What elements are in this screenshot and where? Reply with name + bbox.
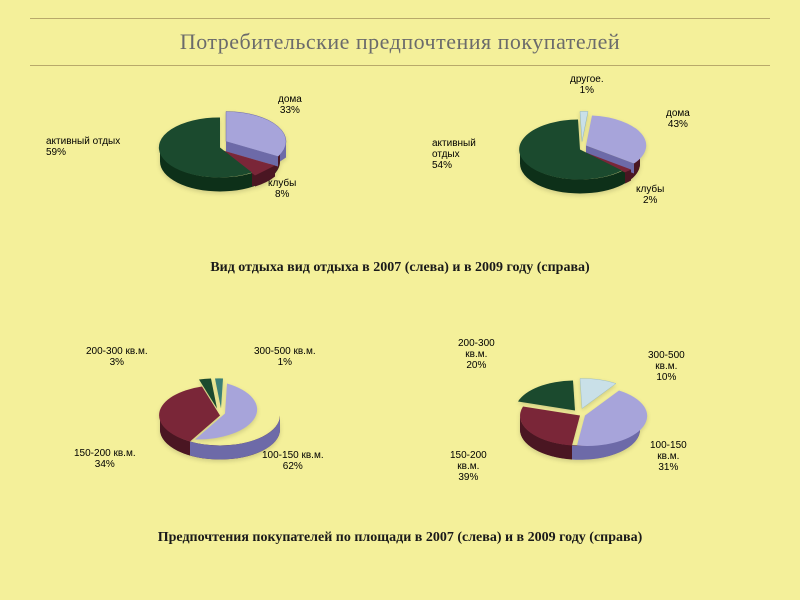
- charts-row-2: 200-300 кв.м.3% 300-500 кв.м.1% 100-150 …: [40, 340, 760, 500]
- chart-leisure-2007: дома33% клубы8% активный отдых59%: [50, 80, 390, 230]
- lbl-d-200-300: 200-300кв.м.20%: [458, 338, 495, 371]
- title-bar: Потребительские предпочтения покупателей: [30, 18, 770, 66]
- caption-row-1: Вид отдыха вид отдыха в 2007 (слева) и в…: [0, 260, 800, 276]
- lbl-b-doma: дома43%: [666, 108, 690, 130]
- lbl-c-200-300: 200-300 кв.м.3%: [86, 346, 148, 368]
- lbl-b-other: другое.1%: [570, 74, 604, 96]
- chart-area-2007: 200-300 кв.м.3% 300-500 кв.м.1% 100-150 …: [50, 340, 390, 490]
- pie-d: [500, 365, 660, 480]
- lbl-d-150-200: 150-200кв.м.39%: [450, 450, 487, 483]
- chart-leisure-2009: другое.1% дома43% клубы2% активныйотдых5…: [410, 80, 750, 230]
- lbl-a-kluby: клубы8%: [268, 178, 296, 200]
- lbl-a-active: активный отдых59%: [46, 136, 120, 158]
- lbl-c-300-500: 300-500 кв.м.1%: [254, 346, 316, 368]
- charts-row-1: дома33% клубы8% активный отдых59%: [40, 80, 760, 230]
- lbl-a-doma: дома33%: [278, 94, 302, 116]
- page-title: Потребительские предпочтения покупателей: [180, 29, 620, 55]
- chart-area-2009: 200-300кв.м.20% 300-500кв.м.10% 100-150к…: [410, 340, 750, 490]
- lbl-d-300-500: 300-500кв.м.10%: [648, 350, 685, 383]
- lbl-c-100-150: 100-150 кв.м.62%: [262, 450, 324, 472]
- lbl-c-150-200: 150-200 кв.м.34%: [74, 448, 136, 470]
- lbl-b-kluby: клубы2%: [636, 184, 664, 206]
- caption-row-2: Предпочтения покупателей по площади в 20…: [0, 530, 800, 546]
- lbl-d-100-150: 100-150кв.м.31%: [650, 440, 687, 473]
- lbl-b-active: активныйотдых54%: [432, 138, 476, 171]
